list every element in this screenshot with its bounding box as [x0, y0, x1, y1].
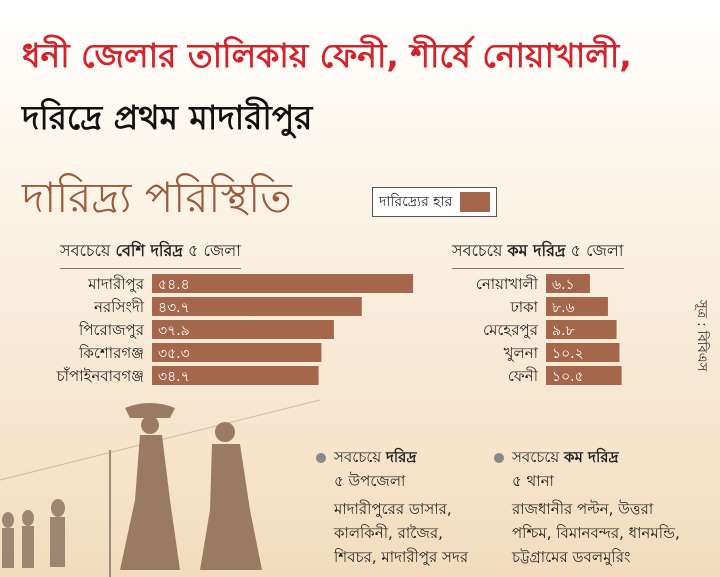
legend-label: দারিদ্র্যের হার: [379, 194, 453, 210]
left-bar-category-label: কিশোরগঞ্জ: [78, 344, 144, 362]
legend: দারিদ্র্যের হার: [372, 187, 498, 217]
left-group-suffix: ৫ জেলা: [182, 241, 241, 260]
right-group-title: সবচেয়ে কম দরিদ্র ৫ জেলা: [452, 238, 624, 269]
headline-line-1: ধনী জেলার তালিকায় ফেনী, শীর্ষে নোয়াখাল…: [22, 36, 632, 75]
right-bar-value-label: ৯.৮: [552, 323, 575, 339]
right-bar-category-label: মেহেরপুর: [483, 321, 539, 339]
info-right-heading-bold: কম দরিদ্র: [564, 448, 619, 466]
headline-line-2: দরিদ্রে প্রথম মাদারীপুর: [22, 98, 313, 137]
right-bar-category-label: নোয়াখালী: [476, 275, 539, 293]
right-bar: [546, 297, 608, 316]
source-note: সূত্র : বিবিএস: [694, 300, 709, 372]
right-group-prefix: সবচেয়ে: [452, 241, 508, 260]
info-left-line-2: কালকিনী, রাজৈর,: [334, 524, 443, 542]
left-bar-category-label: চাঁপাইনবাবগঞ্জ: [56, 367, 144, 385]
left-bar: [152, 320, 334, 339]
info-left-subheading: ৫ উপজেলা: [334, 472, 406, 490]
bullet-dot-icon: [494, 452, 504, 463]
left-bar-category-label: নরসিংদী: [93, 298, 145, 316]
right-bar: [546, 274, 590, 293]
info-left-heading-prefix: সবচেয়ে: [334, 448, 387, 466]
right-bar: [546, 366, 622, 385]
silhouette-illustration: [0, 399, 321, 577]
left-bar-value-label: ৩৪.৭: [158, 369, 190, 385]
left-bar: [152, 366, 319, 385]
left-bar: [152, 297, 362, 316]
poverty-bar-charts: মাদারীপুর ৫৪.৪ নরসিংদী ৪৩.৭ পিরোজপুর ৩৭.৯ কিশো…: [56, 274, 622, 385]
right-bar-value-label: ৮.৬: [552, 300, 575, 316]
right-bar-value-label: ৬.১: [552, 277, 575, 293]
info-left: সবচেয়ে দরিদ্র ৫ উপজেলা মাদারীপুরের ডাসা…: [316, 445, 468, 569]
info-left-heading-bold: দরিদ্র: [386, 448, 417, 466]
right-group-suffix: ৫ জেলা: [565, 241, 624, 260]
left-bar-value-label: ৩৭.৯: [158, 323, 190, 339]
info-right-heading-prefix: সবচেয়ে: [512, 448, 565, 466]
right-bar-category-label: খুলনা: [504, 344, 539, 362]
right-bar-category-label: ফেনী: [508, 367, 539, 385]
bullet-dot-icon: [316, 452, 326, 463]
left-bar-value-label: ৩৫.৩: [158, 346, 190, 362]
info-right: সবচেয়ে কম দরিদ্র ৫ থানা রাজধানীর পল্টন,…: [494, 445, 680, 569]
legend-swatch: [460, 192, 491, 212]
right-bar: [546, 343, 620, 362]
info-left-line-3: শিবচর, মাদারীপুর সদর: [334, 548, 469, 566]
right-bar: [546, 320, 617, 339]
right-bar-value-label: ১০.৫: [552, 369, 584, 385]
left-group-title: সবচেয়ে বেশি দরিদ্র ৫ জেলা: [60, 238, 241, 269]
info-right-subheading: ৫ থানা: [512, 472, 554, 490]
info-right-line-1: রাজধানীর পল্টন, উত্তরা: [512, 500, 654, 518]
info-right-line-3: চট্টগ্রামের ডবলমুরিং: [512, 548, 631, 566]
left-group-prefix: সবচেয়ে: [60, 241, 116, 260]
left-bar-value-label: ৪৩.৭: [158, 300, 190, 316]
left-bar-category-label: মাদারীপুর: [87, 275, 145, 293]
right-bar-value-label: ১০.২: [552, 346, 584, 362]
left-bar-value-label: ৫৪.৪: [158, 277, 190, 293]
left-bar-category-label: পিরোজপুর: [78, 321, 145, 339]
right-bar-category-label: ঢাকা: [509, 298, 538, 316]
info-left-line-1: মাদারীপুরের ডাসার,: [334, 500, 452, 518]
section-title: দারিদ্র্য পরিস্থিতি: [22, 173, 292, 222]
right-group-bold: কম দরিদ্র: [507, 241, 566, 260]
left-bar: [152, 343, 322, 362]
left-bar: [152, 274, 414, 293]
info-right-line-2: পশ্চিম, বিমানবন্দর, ধানমন্ডি,: [512, 524, 680, 542]
left-group-bold: বেশি দরিদ্র: [115, 241, 183, 260]
